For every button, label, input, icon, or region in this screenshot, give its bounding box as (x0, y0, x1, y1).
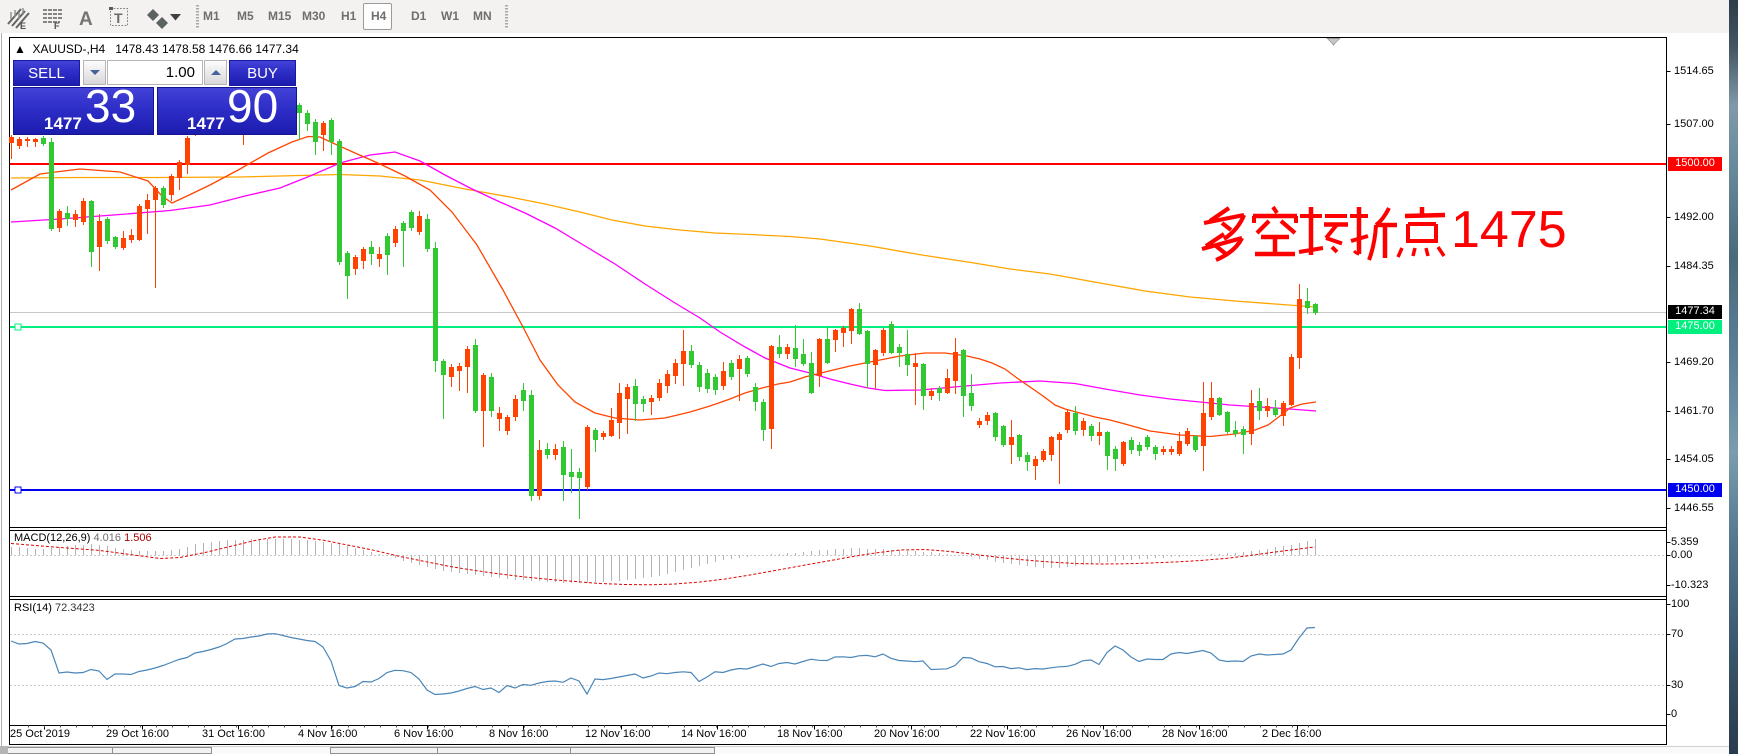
svg-text:T: T (114, 10, 123, 26)
svg-text:F: F (54, 21, 60, 31)
svg-text:E: E (20, 21, 26, 31)
svg-text:A: A (79, 9, 93, 30)
svg-text:1475: 1475 (1451, 201, 1567, 259)
